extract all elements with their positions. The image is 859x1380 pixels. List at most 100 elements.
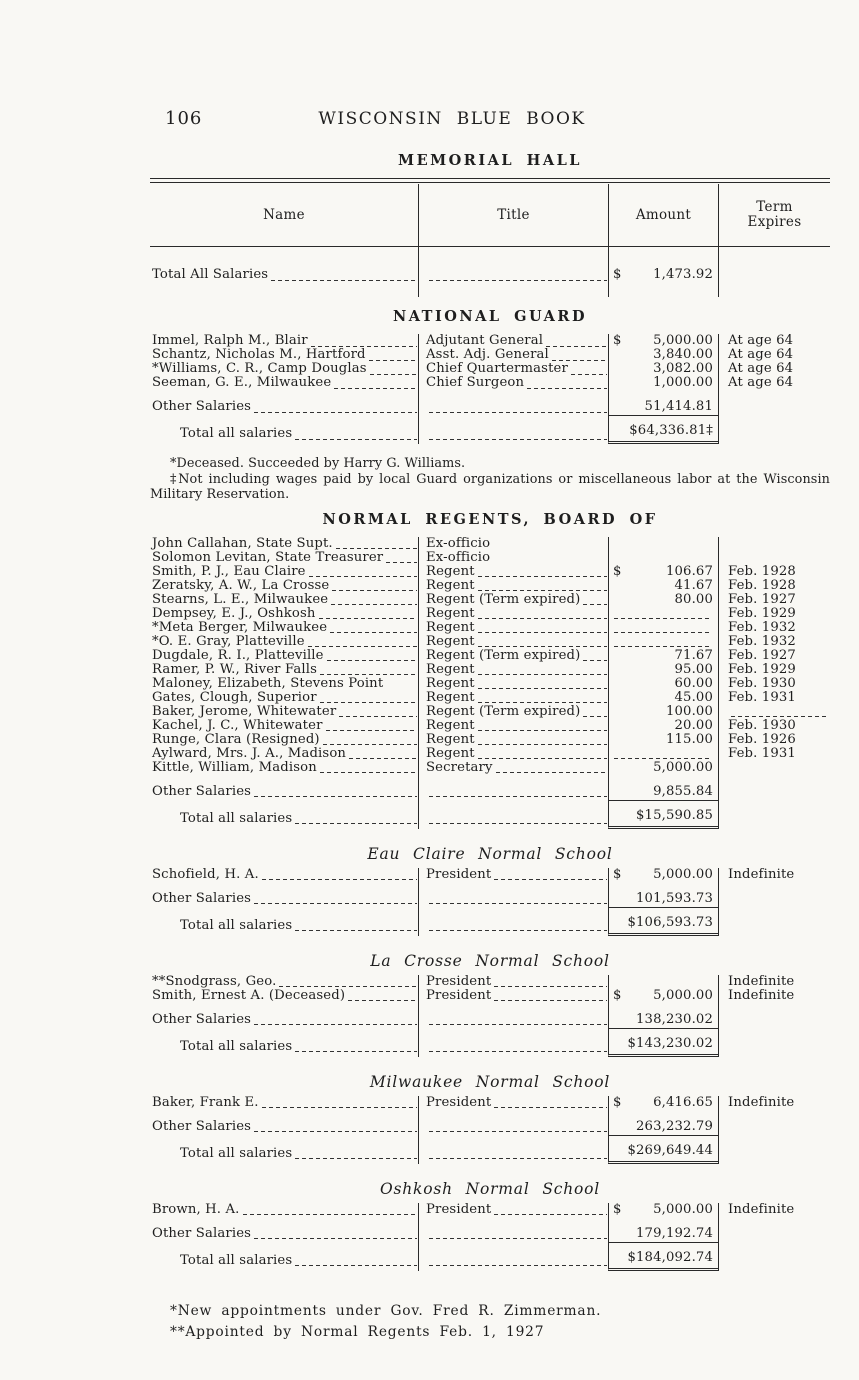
- title-cell: [418, 774, 608, 800]
- amount-value: 51,414.81: [644, 399, 713, 414]
- amount-cell: 45.00: [608, 690, 718, 705]
- title-cell: Ex-officio: [418, 550, 608, 565]
- dash-leader: [331, 600, 417, 606]
- amount-value: 71.67: [674, 648, 713, 663]
- amount-value: 41.67: [674, 578, 713, 593]
- name-cell: Total all salaries: [150, 1242, 418, 1271]
- table-row: Other Salaries 9,855.84: [150, 774, 830, 800]
- term-cell: [718, 881, 830, 907]
- amount-cell: [608, 634, 718, 649]
- term-cell: Feb. 1932: [718, 634, 830, 649]
- name-cell: Dugdale, R. I., Platteville: [150, 649, 418, 663]
- row-name: *Meta Berger, Milwaukee: [152, 620, 328, 635]
- table-row: Total all salaries $64,336.81‡: [150, 415, 830, 444]
- row-title: Asst. Adj. General: [426, 348, 549, 362]
- name-cell: *O. E. Gray, Platteville: [150, 635, 418, 649]
- table-row: Baker, Jerome, Whitewater Regent (Term ex…: [150, 704, 830, 719]
- dash-leader: [254, 1127, 417, 1133]
- column-header-row: Name Title Amount Term Expires: [150, 184, 830, 247]
- row-title: Regent: [426, 606, 475, 621]
- term-cell: Feb. 1929: [718, 662, 830, 677]
- dash-leader: [334, 384, 417, 389]
- footnote: **Appointed by Normal Regents Feb. 1, 19…: [170, 1323, 545, 1340]
- row-name: Total all salaries: [180, 1038, 293, 1054]
- section: NATIONAL GUARD Immel, Ralph M., Blair Adju…: [150, 308, 830, 503]
- title-cell: President: [418, 1095, 608, 1110]
- dash-leader: [614, 754, 712, 760]
- dash-leader: [330, 628, 417, 634]
- table-row: Aylward, Mrs. J. A., Madison Regent Feb. 1…: [150, 746, 830, 761]
- term-cell: Indefinite: [718, 867, 830, 882]
- dash-leader: [495, 768, 607, 774]
- amount-cell: [608, 974, 718, 989]
- name-cell: Total all salaries: [150, 415, 418, 444]
- dash-leader: [429, 435, 607, 440]
- term-value: Feb. 1930: [728, 718, 796, 733]
- dash-leader: [254, 408, 417, 413]
- column-term-label-2: Expires: [747, 214, 802, 230]
- amount-cell: $184,092.74: [608, 1241, 718, 1271]
- amount-value: $184,092.74: [627, 1249, 713, 1265]
- row-name: Runge, Clara (Resigned): [152, 732, 320, 747]
- dash-leader: [254, 899, 417, 905]
- term-value: Indefinite: [728, 974, 795, 989]
- row-name: Total All Salaries: [152, 267, 269, 282]
- amount-cell: $6,416.65: [608, 1095, 718, 1110]
- row-title: Regent (Term expired): [426, 592, 581, 607]
- amount-value: 5,000.00: [653, 867, 713, 882]
- dash-leader: [477, 754, 607, 760]
- dash-leader: [368, 356, 417, 361]
- term-cell: [718, 1109, 830, 1135]
- dash-leader: [429, 1020, 607, 1026]
- title-cell: Regent (Term expired): [418, 592, 608, 607]
- currency-sign: $: [613, 988, 622, 1003]
- term-cell: Feb. 1927: [718, 648, 830, 663]
- table-row: Other Salaries 51,414.81: [150, 390, 830, 415]
- dash-leader: [271, 276, 417, 281]
- row-name: Stearns, L. E., Milwaukee: [152, 592, 329, 607]
- amount-cell: $1,473.92: [608, 247, 718, 297]
- section-end-pad: [150, 1057, 830, 1060]
- row-name: Schantz, Nicholas M., Hartford: [152, 348, 366, 362]
- term-cell: Indefinite: [718, 1095, 830, 1110]
- term-cell: Feb. 1930: [718, 718, 830, 733]
- dash-leader: [319, 698, 417, 704]
- row-name: Dempsey, E. J., Oshkosh: [152, 606, 316, 621]
- dash-leader: [295, 926, 417, 932]
- amount-cell: $5,000.00: [608, 867, 718, 882]
- term-cell: [718, 799, 830, 829]
- term-value: Indefinite: [728, 867, 795, 882]
- term-value: Feb. 1929: [728, 606, 796, 621]
- title-cell: [418, 906, 608, 936]
- table-row: Solomon Levitan, State Treasurer Ex-offic…: [150, 550, 830, 565]
- row-name: Ramer, P. W., River Falls: [152, 662, 318, 677]
- amount-cell: 51,414.81: [608, 390, 718, 415]
- table-row: Total all salaries $269,649.44: [150, 1134, 830, 1164]
- dash-leader: [551, 356, 607, 361]
- row-name: Aylward, Mrs. J. A., Madison: [152, 746, 347, 761]
- table-row: Maloney, Elizabeth, Stevens Point Regent 6…: [150, 676, 830, 691]
- amount-value: 106.67: [665, 564, 713, 579]
- term-value: Feb. 1932: [728, 634, 796, 649]
- dash-leader: [261, 875, 417, 881]
- table-row: Dugdale, R. I., Platteville Regent (Term …: [150, 648, 830, 663]
- table-row: Other Salaries 101,593.73: [150, 881, 830, 907]
- section-heading: Eau Claire Normal School: [367, 844, 613, 863]
- table-row: Smith, P. J., Eau Claire Regent $106.67 Feb…: [150, 564, 830, 579]
- row-name: Kachel, J. C., Whitewater: [152, 718, 323, 733]
- term-cell: [718, 906, 830, 936]
- row-name: Total all salaries: [180, 1145, 293, 1161]
- term-cell: Feb. 1931: [718, 746, 830, 761]
- title-cell: Asst. Adj. General: [418, 348, 608, 362]
- name-cell: Other Salaries: [150, 775, 418, 800]
- column-header-amount: Amount: [608, 184, 718, 247]
- page-number: 106: [165, 108, 203, 129]
- table-row: Kachel, J. C., Whitewater Regent 20.00 Feb.…: [150, 718, 830, 733]
- table-row: Immel, Ralph M., Blair Adjutant General $5…: [150, 334, 830, 348]
- term-cell: [718, 760, 830, 775]
- name-cell: Total all salaries: [150, 907, 418, 936]
- amount-cell: 5,000.00: [608, 760, 718, 775]
- name-cell: Total All Salaries: [150, 247, 418, 297]
- dash-leader: [429, 899, 607, 905]
- amount-cell: 71.67: [608, 648, 718, 663]
